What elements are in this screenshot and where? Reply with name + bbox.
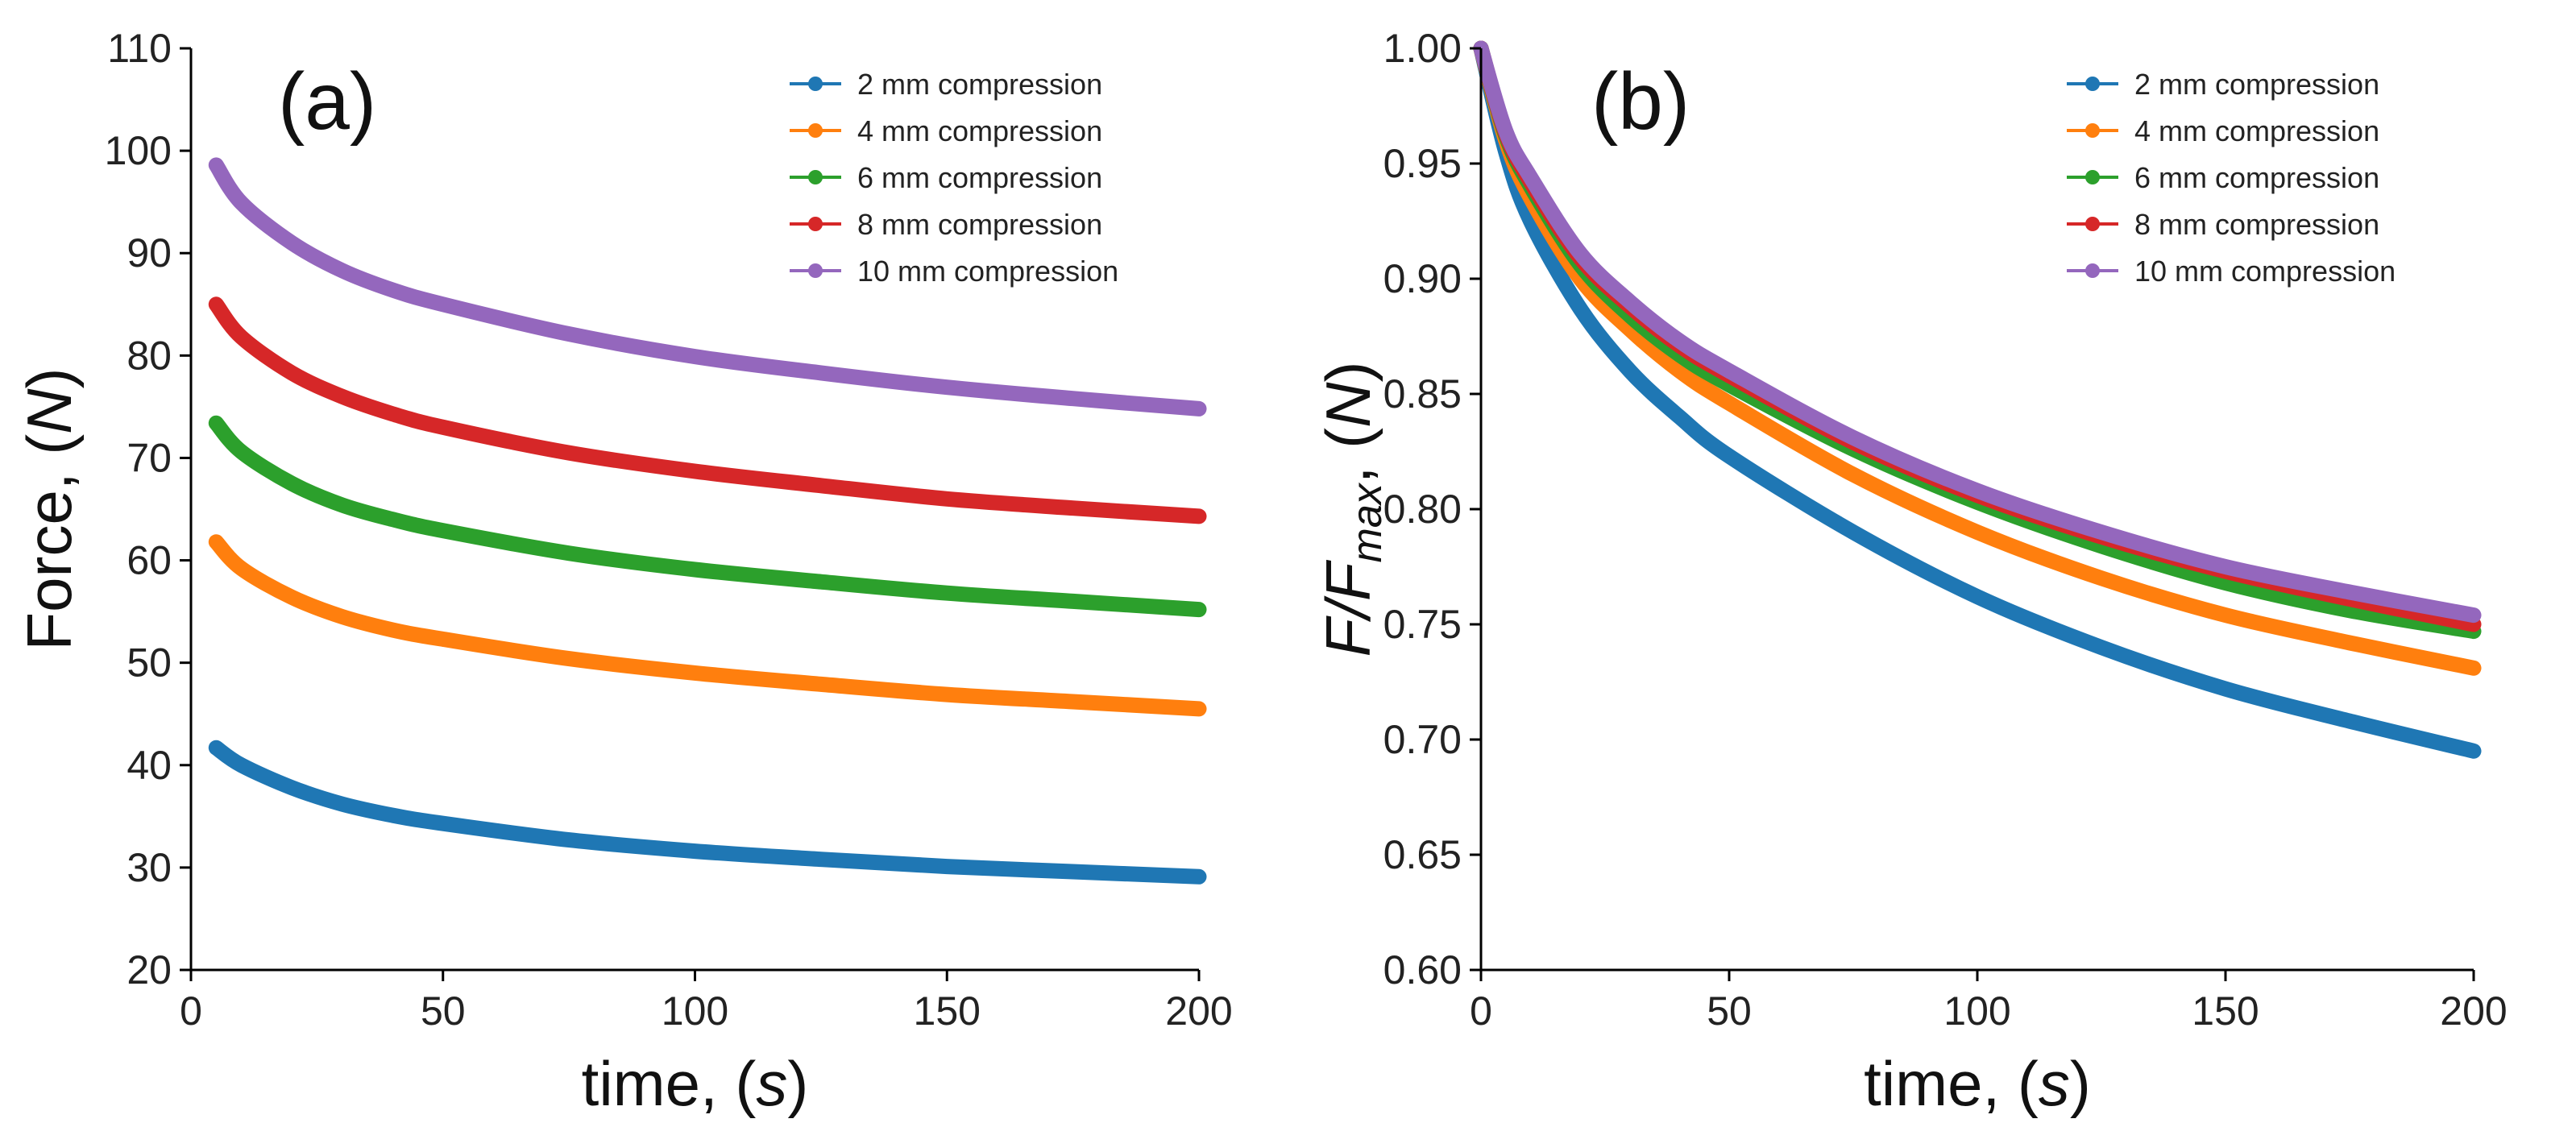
series-line-4	[208, 296, 1207, 524]
y-tick-label: 0.80	[1383, 487, 1462, 532]
x-tick-label: 50	[1707, 988, 1752, 1034]
y-tick-label: 110	[107, 26, 172, 71]
legend-marker-4	[808, 217, 823, 231]
panel-label: (b)	[1591, 56, 1690, 147]
y-tick-label: 60	[127, 538, 172, 583]
legend-marker-4	[2085, 217, 2100, 231]
y-axis-title-text: Force,	[14, 455, 85, 651]
legend: 2 mm compression 4 mm compression 6 mm com…	[790, 68, 1118, 288]
legend-label-3: 6 mm compression	[2134, 161, 2379, 194]
y-tick-label: 40	[127, 743, 172, 788]
y-axis-title-paren-close: )	[1313, 362, 1383, 383]
y-axis-title-unit: N	[14, 388, 85, 434]
y-tick-label: 0.90	[1383, 256, 1462, 301]
y-tick-label: 0.70	[1383, 717, 1462, 762]
legend-label-2: 4 mm compression	[2134, 114, 2379, 147]
series-line-5	[1473, 40, 2482, 624]
x-axis-title-paren-close: )	[787, 1048, 808, 1119]
y-axis-title-subscript: max	[1344, 482, 1391, 562]
legend-marker-2	[2085, 123, 2100, 138]
y-axis-title: Force, (N)	[14, 367, 85, 650]
x-tick-label: 0	[1470, 988, 1492, 1034]
y-tick-label: 90	[127, 230, 172, 276]
series-line-1	[208, 740, 1207, 885]
legend-marker-3	[2085, 170, 2100, 184]
legend-label-2: 4 mm compression	[857, 114, 1102, 147]
series-line-5	[208, 157, 1207, 416]
legend-marker-1	[2085, 77, 2100, 91]
x-tick-label: 150	[2192, 988, 2259, 1034]
y-tick-label: 0.60	[1383, 947, 1462, 992]
legend-marker-3	[808, 170, 823, 184]
legend-marker-2	[808, 123, 823, 138]
y-axis-title-rest: , (	[1313, 428, 1383, 483]
y-axis-title-unit: N	[1313, 382, 1383, 428]
x-axis-title: time, (s)	[582, 1048, 809, 1119]
legend-label-5: 10 mm compression	[857, 255, 1118, 288]
y-axis-title-paren-open: (	[14, 434, 85, 455]
y-axis-title: F/Fmax, (N)	[1313, 362, 1391, 657]
y-tick-label: 20	[127, 947, 172, 992]
x-tick-label: 100	[1943, 988, 2010, 1034]
x-axis-title-unit: s	[2039, 1048, 2070, 1119]
x-tick-label: 50	[421, 988, 466, 1034]
legend-label-4: 8 mm compression	[857, 208, 1102, 241]
series-line-3	[208, 415, 1207, 618]
x-axis-title-paren-close: )	[2070, 1048, 2091, 1119]
legend-label-5: 10 mm compression	[2134, 255, 2396, 288]
y-tick-label: 100	[105, 128, 172, 173]
legend-marker-5	[2085, 263, 2100, 278]
y-tick-label: 80	[127, 333, 172, 378]
x-axis-title-unit: s	[756, 1048, 787, 1119]
x-tick-label: 200	[1165, 988, 1232, 1034]
x-axis-title-text: time,	[582, 1048, 736, 1119]
x-tick-label: 100	[662, 988, 728, 1034]
x-tick-label: 150	[914, 988, 981, 1034]
y-tick-label: 70	[127, 435, 172, 480]
x-axis-title: time, (s)	[1864, 1048, 2091, 1119]
x-tick-label: 200	[2440, 988, 2507, 1034]
legend-label-3: 6 mm compression	[857, 161, 1102, 194]
panel-a-chart: 0 50 100 150 200 20 30 40 50 60 70 80 90 100 110 time, …	[14, 26, 1233, 1119]
x-axis-title-text: time,	[1864, 1048, 2018, 1119]
y-tick-label: 0.95	[1383, 141, 1462, 186]
series-line-1	[1473, 40, 2482, 759]
y-tick-label: 0.65	[1383, 832, 1462, 877]
x-axis-title-paren-open: (	[2018, 1048, 2039, 1119]
series-line-2	[208, 534, 1207, 717]
legend: 2 mm compression 4 mm compression 6 mm com…	[2067, 68, 2396, 288]
legend-label-1: 2 mm compression	[2134, 68, 2379, 101]
legend-label-1: 2 mm compression	[857, 68, 1102, 101]
legend-marker-1	[808, 77, 823, 91]
y-tick-label: 50	[127, 640, 172, 686]
x-tick-label: 0	[180, 988, 202, 1034]
panel-b-chart: 0 50 100 150 200 0.60 0.65 0.70 0.75 0.80 0.85 0.90…	[1313, 26, 2508, 1119]
legend-label-4: 8 mm compression	[2134, 208, 2379, 241]
y-axis-title-main: F/F	[1313, 559, 1383, 657]
legend-marker-5	[808, 263, 823, 278]
x-axis-title-paren-open: (	[735, 1048, 756, 1119]
y-tick-label: 0.85	[1383, 371, 1462, 416]
y-tick-label: 1.00	[1383, 26, 1462, 71]
panel-label: (a)	[278, 56, 376, 147]
y-axis-title-paren-close: )	[14, 367, 85, 388]
y-tick-label: 30	[127, 845, 172, 890]
y-tick-label: 0.75	[1383, 602, 1462, 647]
